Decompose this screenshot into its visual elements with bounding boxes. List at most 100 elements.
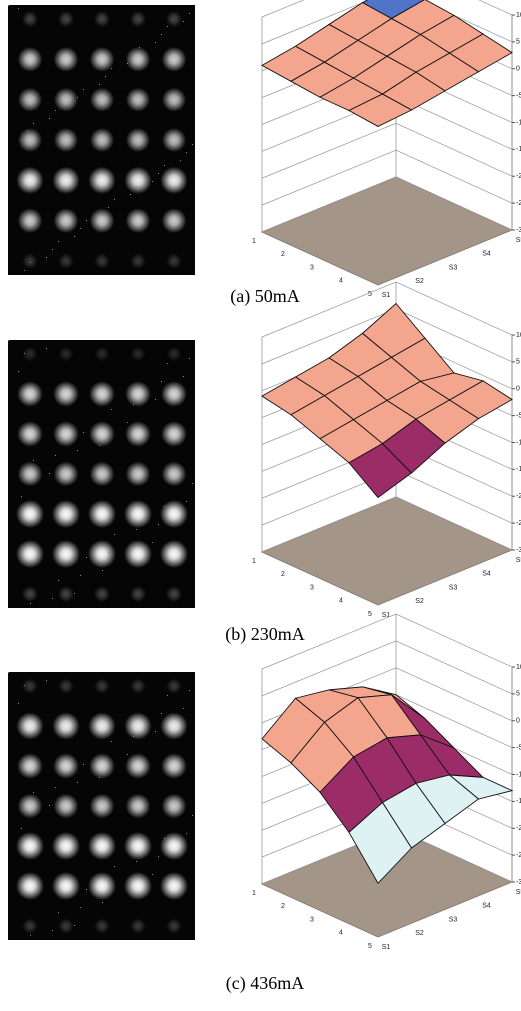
caption: (b) 230mA xyxy=(225,624,305,645)
spot xyxy=(130,11,146,27)
noise xyxy=(83,89,84,90)
spot xyxy=(125,421,151,447)
noise xyxy=(152,542,153,543)
spot xyxy=(95,347,109,361)
z-tick-label: 0 xyxy=(516,386,520,393)
spot xyxy=(54,208,79,233)
spot xyxy=(94,918,109,933)
grid-line xyxy=(262,123,512,178)
spot xyxy=(54,462,79,487)
noise xyxy=(155,399,156,400)
noise xyxy=(33,792,34,793)
spot xyxy=(90,47,115,72)
noise xyxy=(24,270,25,271)
noise xyxy=(127,63,128,64)
noise xyxy=(58,912,59,913)
row-label: 4 xyxy=(339,598,343,605)
z-tick-label: -25 xyxy=(516,520,521,527)
noise xyxy=(108,884,109,885)
noise xyxy=(102,215,103,216)
noise xyxy=(80,228,81,229)
row-label: 2 xyxy=(281,571,285,578)
noise xyxy=(74,925,75,926)
noise xyxy=(24,353,25,354)
noise xyxy=(111,409,112,410)
spot xyxy=(160,712,187,739)
noise xyxy=(164,838,165,839)
noise xyxy=(27,810,28,811)
row-label: 1 xyxy=(252,238,256,245)
noise xyxy=(8,340,9,341)
z-tick-label: -15 xyxy=(516,146,521,153)
noise xyxy=(52,598,53,599)
noise xyxy=(108,207,109,208)
noise xyxy=(164,165,165,166)
spot xyxy=(161,421,187,447)
spot xyxy=(52,832,80,860)
noise xyxy=(183,376,184,377)
spot xyxy=(94,586,110,602)
noise xyxy=(136,529,137,530)
noise xyxy=(8,5,9,6)
noise xyxy=(111,741,112,742)
z-tick-label: 5 xyxy=(516,691,520,698)
spot xyxy=(52,712,79,739)
noise xyxy=(133,736,134,737)
noise xyxy=(158,173,159,174)
z-tick-label: -30 xyxy=(516,879,521,886)
spot xyxy=(54,794,79,819)
noise xyxy=(167,363,168,364)
spot xyxy=(16,540,44,568)
spot xyxy=(162,462,187,487)
noise xyxy=(61,769,62,770)
floor xyxy=(262,497,512,605)
z-tick-label: 10 xyxy=(516,12,521,19)
spot xyxy=(90,208,115,233)
noise xyxy=(18,8,19,9)
spot xyxy=(162,47,187,72)
noise xyxy=(158,524,159,525)
row-label: 5 xyxy=(368,943,372,950)
spot xyxy=(88,500,116,528)
spot xyxy=(58,586,74,602)
noise xyxy=(49,805,50,806)
row-label: 2 xyxy=(281,903,285,910)
column-label: S3 xyxy=(449,916,458,923)
spot xyxy=(88,872,116,900)
spot xyxy=(94,678,109,693)
spot xyxy=(124,712,151,739)
noise xyxy=(105,759,106,760)
spot xyxy=(52,500,80,528)
noise xyxy=(80,575,81,576)
noise xyxy=(27,478,28,479)
noise xyxy=(77,782,78,783)
noise xyxy=(127,422,128,423)
spot xyxy=(166,918,181,933)
spot xyxy=(126,794,151,819)
caption: (c) 436mA xyxy=(226,973,304,994)
spot xyxy=(124,540,152,568)
spot xyxy=(58,253,73,268)
spot xyxy=(124,872,152,900)
spot xyxy=(16,712,43,739)
noise xyxy=(74,236,75,237)
z-tick-label: -25 xyxy=(516,852,521,859)
noise xyxy=(192,483,193,484)
noise xyxy=(130,879,131,880)
floor xyxy=(262,177,512,285)
z-tick-label: -30 xyxy=(516,547,521,554)
noise xyxy=(111,68,112,69)
noise xyxy=(189,690,190,691)
spot xyxy=(88,540,116,568)
noise xyxy=(21,828,22,829)
row-label: 3 xyxy=(310,584,314,591)
noise xyxy=(77,97,78,98)
column-label: S4 xyxy=(482,903,491,910)
z-tick-label: -10 xyxy=(516,771,521,778)
z-tick-label: -20 xyxy=(516,493,521,500)
z-tick-label: 5 xyxy=(516,359,520,366)
spot xyxy=(160,540,188,568)
spot xyxy=(52,872,80,900)
noise xyxy=(114,199,115,200)
grid-line xyxy=(262,641,512,696)
